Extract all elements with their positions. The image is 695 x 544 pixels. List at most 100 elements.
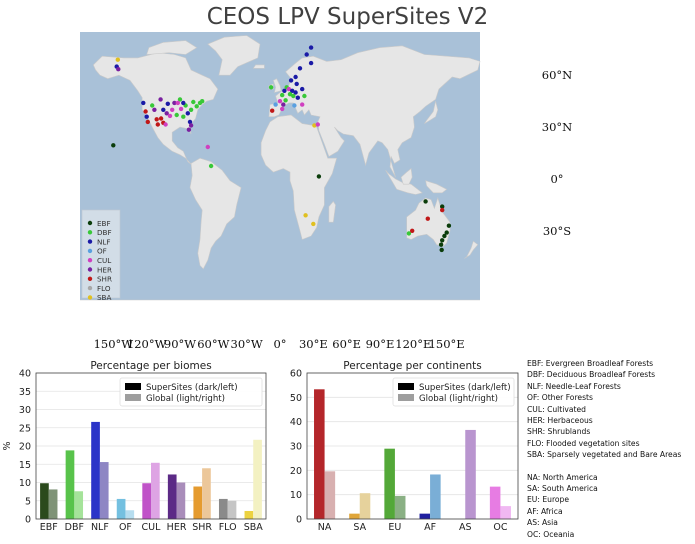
site-marker-her — [164, 111, 169, 116]
legend-label-supersites: SuperSites (dark/left) — [419, 383, 511, 393]
chart-title: Percentage per continents — [343, 360, 481, 372]
site-marker-nlf — [187, 119, 193, 125]
site-marker-ebf — [439, 247, 444, 253]
continent-abbreviation-item: SA: South America — [527, 484, 598, 494]
bar-global-as — [465, 429, 476, 519]
bar-global-shr — [202, 468, 211, 519]
continent-abbreviations: NA: North America SA: South America EU: Eu… — [527, 472, 695, 540]
site-marker-dbf — [406, 231, 412, 236]
legend-label-global: Global (light/right) — [146, 394, 225, 404]
y-tick-label: 40 — [19, 369, 31, 380]
biome-abbreviation-item: SBA: Sparsely vegetated and Bare Areas — [527, 450, 682, 460]
chart-legend: SuperSites (dark/left)Global (light/righ… — [392, 377, 515, 407]
site-marker-cul — [178, 106, 184, 112]
plot-frame — [35, 372, 267, 520]
legend-swatch-ebf — [87, 220, 93, 226]
biome-abbreviation-item: SHR: Shrublands — [527, 427, 591, 437]
continent-abbreviation-item: OC: Oceania — [527, 529, 575, 539]
legend-swatch-dbf — [87, 230, 93, 235]
site-marker-dbf — [177, 97, 183, 102]
site-marker-dbf — [280, 92, 285, 98]
y-tick-label: 20 — [19, 442, 31, 453]
site-marker-dbf — [200, 99, 205, 104]
lat-label: 30°S — [543, 224, 571, 238]
bar-supersites-af — [419, 513, 431, 519]
site-marker-ebf — [444, 230, 449, 235]
y-axis-label: % — [2, 441, 13, 450]
legend-label-ebf: EBF — [97, 219, 111, 228]
x-tick-label: EU — [388, 522, 401, 533]
legend-swatch-flo — [87, 285, 93, 291]
lon-label: 0° — [273, 337, 286, 351]
legend-box — [392, 377, 515, 407]
bar-global-of — [125, 510, 135, 519]
site-marker-dbf — [188, 107, 194, 113]
y-tick-label: 25 — [19, 423, 31, 434]
land-japan — [424, 101, 439, 124]
bar-global-flo — [227, 500, 237, 519]
site-marker-ebf — [111, 143, 116, 148]
site-marker-dbf — [302, 93, 307, 99]
site-marker-nlf — [161, 107, 166, 113]
site-marker-nlf — [294, 81, 299, 87]
bar-supersites-her — [167, 474, 177, 519]
bar-global-af — [430, 474, 441, 519]
land-iceland — [252, 64, 265, 69]
site-marker-dbf — [194, 104, 199, 109]
site-marker-ebf — [446, 223, 452, 228]
land-indonesia — [385, 170, 423, 195]
site-marker-her — [188, 123, 194, 128]
site-marker-dbf — [181, 114, 186, 119]
y-tick-label: 10 — [19, 478, 31, 489]
biome-abbreviation-item: NLF: Needle-Leaf Forests — [527, 381, 621, 391]
x-tick-label: DBF — [65, 522, 84, 533]
site-marker-cul — [286, 86, 292, 92]
legend-label-supersites: SuperSites (dark/left) — [146, 383, 238, 393]
site-marker-her — [116, 67, 121, 72]
continent-abbreviation-item: EU: Europe — [527, 495, 570, 505]
site-marker-shr — [270, 108, 275, 113]
lon-label: 60°E — [332, 337, 361, 351]
site-marker-nlf — [141, 100, 146, 106]
site-marker-shr — [158, 116, 164, 121]
land-canadian-islands — [146, 40, 198, 55]
site-marker-of — [292, 103, 297, 108]
legend-label-her: HER — [97, 265, 112, 274]
legend-box — [119, 377, 263, 407]
legend-label-global: Global (light/right) — [419, 394, 498, 404]
site-marker-sba — [303, 213, 308, 218]
site-marker-shr — [425, 216, 430, 221]
bar-supersites-nlf — [91, 421, 100, 519]
y-tick-label: 30 — [19, 405, 31, 416]
bar-global-eu — [394, 495, 406, 519]
site-marker-ebf — [440, 204, 445, 209]
y-tick-label: 40 — [290, 417, 302, 428]
lon-label: 120°E — [395, 337, 431, 351]
bar-global-sa — [359, 493, 371, 519]
lon-label: 120°W — [127, 337, 167, 351]
land-borneo — [400, 168, 413, 185]
lon-label: 150°W — [94, 337, 134, 351]
site-marker-cul — [175, 100, 180, 106]
legend-swatch-supersites — [125, 383, 141, 390]
site-marker-ebf — [438, 242, 444, 247]
site-marker-ebf — [423, 199, 428, 204]
x-tick-label: FLO — [219, 522, 237, 533]
biomes-bar-chart: Percentage per biomes 0 5 10 15 20 25 30 35 40% EB… — [2, 360, 267, 533]
site-marker-nlf — [290, 88, 295, 93]
site-marker-dbf — [174, 112, 179, 118]
site-marker-nlf — [297, 66, 303, 71]
land-madagascar — [328, 200, 336, 223]
land-africa — [260, 114, 338, 240]
legend-swatch-shr — [87, 276, 93, 281]
lon-label: 30°E — [299, 337, 328, 351]
lon-label: 30°W — [231, 337, 263, 351]
lat-label: 30°N — [542, 120, 572, 134]
plot-frame — [306, 372, 519, 520]
land-britain — [272, 78, 282, 93]
bar-supersites-ebf — [40, 483, 49, 519]
x-tick-label: AS — [459, 522, 472, 533]
site-marker-sba — [115, 57, 120, 62]
